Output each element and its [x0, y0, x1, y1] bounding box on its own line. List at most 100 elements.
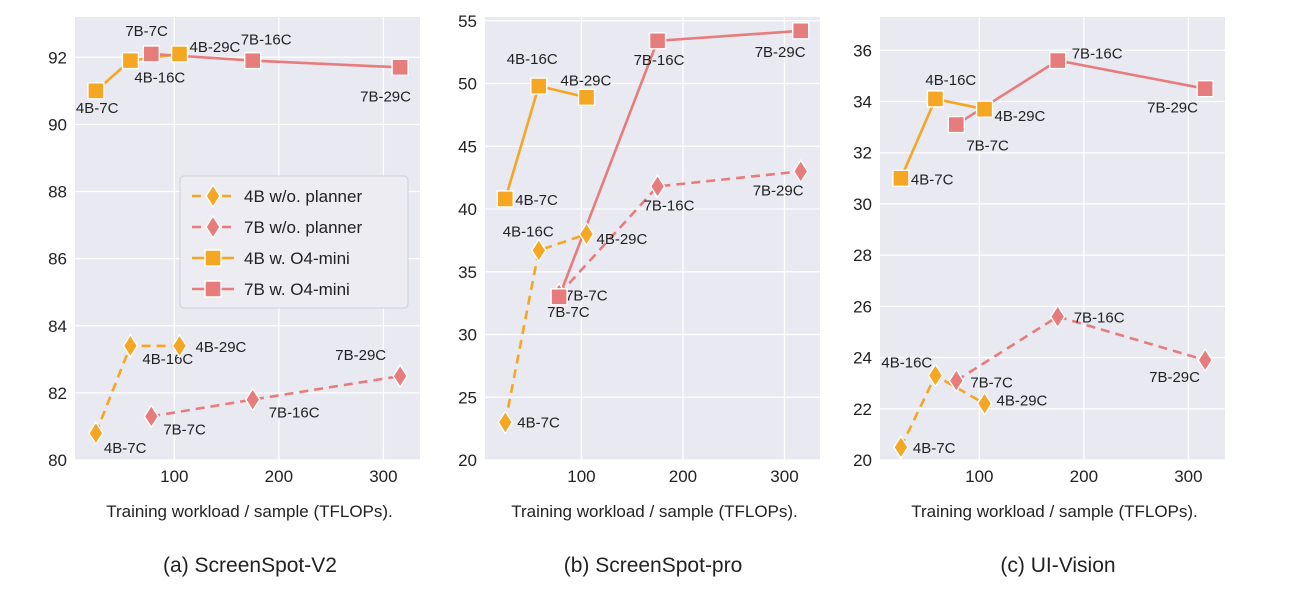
point-label: 4B-16C [503, 223, 554, 240]
x-tick-label: 200 [669, 467, 697, 486]
data-point [577, 88, 596, 107]
legend-marker [205, 183, 221, 209]
x-tick-label: 100 [567, 467, 595, 486]
data-point [121, 51, 140, 70]
data-point [142, 45, 161, 63]
data-point [1196, 79, 1214, 98]
legend-entry: 7B w/o. planner [244, 218, 362, 237]
data-point [497, 410, 514, 435]
y-tick-label: 40 [458, 200, 477, 219]
chart-title: (a) ScreenSpot-V2 [163, 554, 337, 577]
point-label: 4B-16C [881, 354, 932, 371]
data-point [391, 58, 409, 77]
chart-panel-1: 80 82 84 86 88 90 92 100 200 300 Training workload… [48, 17, 420, 577]
data-point [578, 221, 595, 247]
x-axis-label: Training workload / sample (TFLOPs). [511, 502, 798, 521]
y-tick-label: 36 [853, 41, 872, 60]
point-label: 4B-29C [597, 231, 648, 248]
y-tick-label: 35 [458, 263, 477, 282]
point-label: 4B-29C [196, 339, 247, 356]
legend-entry: 7B w. O4-mini [244, 280, 350, 299]
point-label: 7B-7C [547, 304, 590, 321]
point-label: 7B-16C [1074, 310, 1125, 327]
data-point [244, 387, 261, 412]
data-point [143, 404, 160, 429]
point-label: 4B-16C [925, 72, 976, 89]
point-label: 7B-29C [755, 44, 806, 61]
data-point [975, 100, 994, 118]
data-point [1197, 347, 1213, 373]
point-label: 7B-29C [753, 182, 804, 199]
data-point [87, 82, 105, 100]
x-tick-label: 100 [965, 467, 993, 486]
data-point [948, 368, 965, 393]
data-point [792, 22, 810, 40]
y-tick-label: 26 [853, 297, 872, 316]
chart-title: (c) UI-Vision [1000, 554, 1115, 577]
point-label: 7B-29C [1149, 369, 1200, 386]
legend: 4B w/o. planner 7B w/o. planner 4B w. O4-m… [179, 175, 409, 309]
y-tick-label: 84 [48, 317, 67, 336]
data-point [170, 45, 189, 63]
y-tick-label: 82 [48, 384, 67, 403]
y-tick-label: 50 [458, 75, 477, 94]
y-tick-label: 88 [48, 183, 67, 202]
y-tick-label: 86 [48, 250, 67, 269]
y-tick-label: 25 [458, 388, 477, 407]
point-label: 4B-16C [142, 351, 193, 368]
point-label: 7B-16C [644, 197, 695, 214]
data-point [926, 90, 945, 108]
point-label: 4B-7C [517, 414, 560, 431]
data-point [530, 77, 548, 95]
y-tick-label: 32 [853, 144, 872, 163]
point-label: 4B-7C [515, 192, 558, 209]
point-label: 7B-29C [1147, 100, 1198, 117]
legend-marker [204, 249, 222, 267]
legend-entry: 4B w/o. planner [244, 187, 362, 206]
point-label: 4B-7C [76, 100, 119, 117]
y-tick-label: 34 [853, 93, 872, 112]
chart-title: (b) ScreenSpot-pro [564, 554, 743, 577]
point-label: 7B-7C [565, 287, 608, 304]
point-label: 7B-16C [1072, 46, 1123, 63]
y-tick-label: 20 [458, 451, 477, 470]
data-point [171, 333, 188, 359]
data-point [927, 363, 944, 388]
data-point [244, 51, 262, 70]
data-point [550, 288, 568, 306]
y-tick-label: 24 [853, 349, 872, 368]
y-tick-label: 28 [853, 246, 872, 265]
x-axis-label: Training workload / sample (TFLOPs). [106, 502, 393, 521]
point-label: 4B-29C [997, 393, 1048, 410]
x-tick-label: 300 [1174, 467, 1202, 486]
point-label: 7B-16C [241, 32, 292, 49]
data-point [792, 159, 809, 184]
y-tick-label: 22 [853, 400, 872, 419]
point-label: 4B-29C [995, 108, 1046, 125]
point-label: 7B-16C [634, 52, 685, 69]
legend-box [179, 175, 409, 309]
point-label: 7B-16C [269, 405, 320, 422]
point-label: 4B-29C [190, 39, 241, 56]
chart-panel-3: 20 22 24 26 28 30 32 34 36 100 200 300 Training work… [853, 17, 1225, 577]
y-tick-label: 30 [853, 195, 872, 214]
data-point [976, 391, 993, 416]
legend-entry: 4B w. O4-mini [244, 249, 350, 268]
chart-panel-2: 20 25 30 35 40 45 50 55 100 200 300 Training worklo… [458, 12, 820, 577]
data-point [893, 434, 909, 460]
data-point [496, 190, 515, 208]
point-label: 7B-29C [360, 88, 411, 105]
point-label: 7B-7C [966, 138, 1009, 155]
point-label: 7B-7C [125, 23, 168, 40]
x-tick-label: 300 [770, 467, 798, 486]
point-label: 7B-7C [163, 421, 206, 438]
data-point [947, 115, 966, 134]
data-point [530, 238, 547, 263]
legend-marker [205, 214, 221, 240]
data-point [649, 174, 666, 199]
data-point [88, 420, 104, 446]
y-tick-label: 90 [48, 115, 67, 134]
y-tick-label: 55 [458, 12, 477, 31]
point-label: 7B-7C [970, 375, 1013, 392]
